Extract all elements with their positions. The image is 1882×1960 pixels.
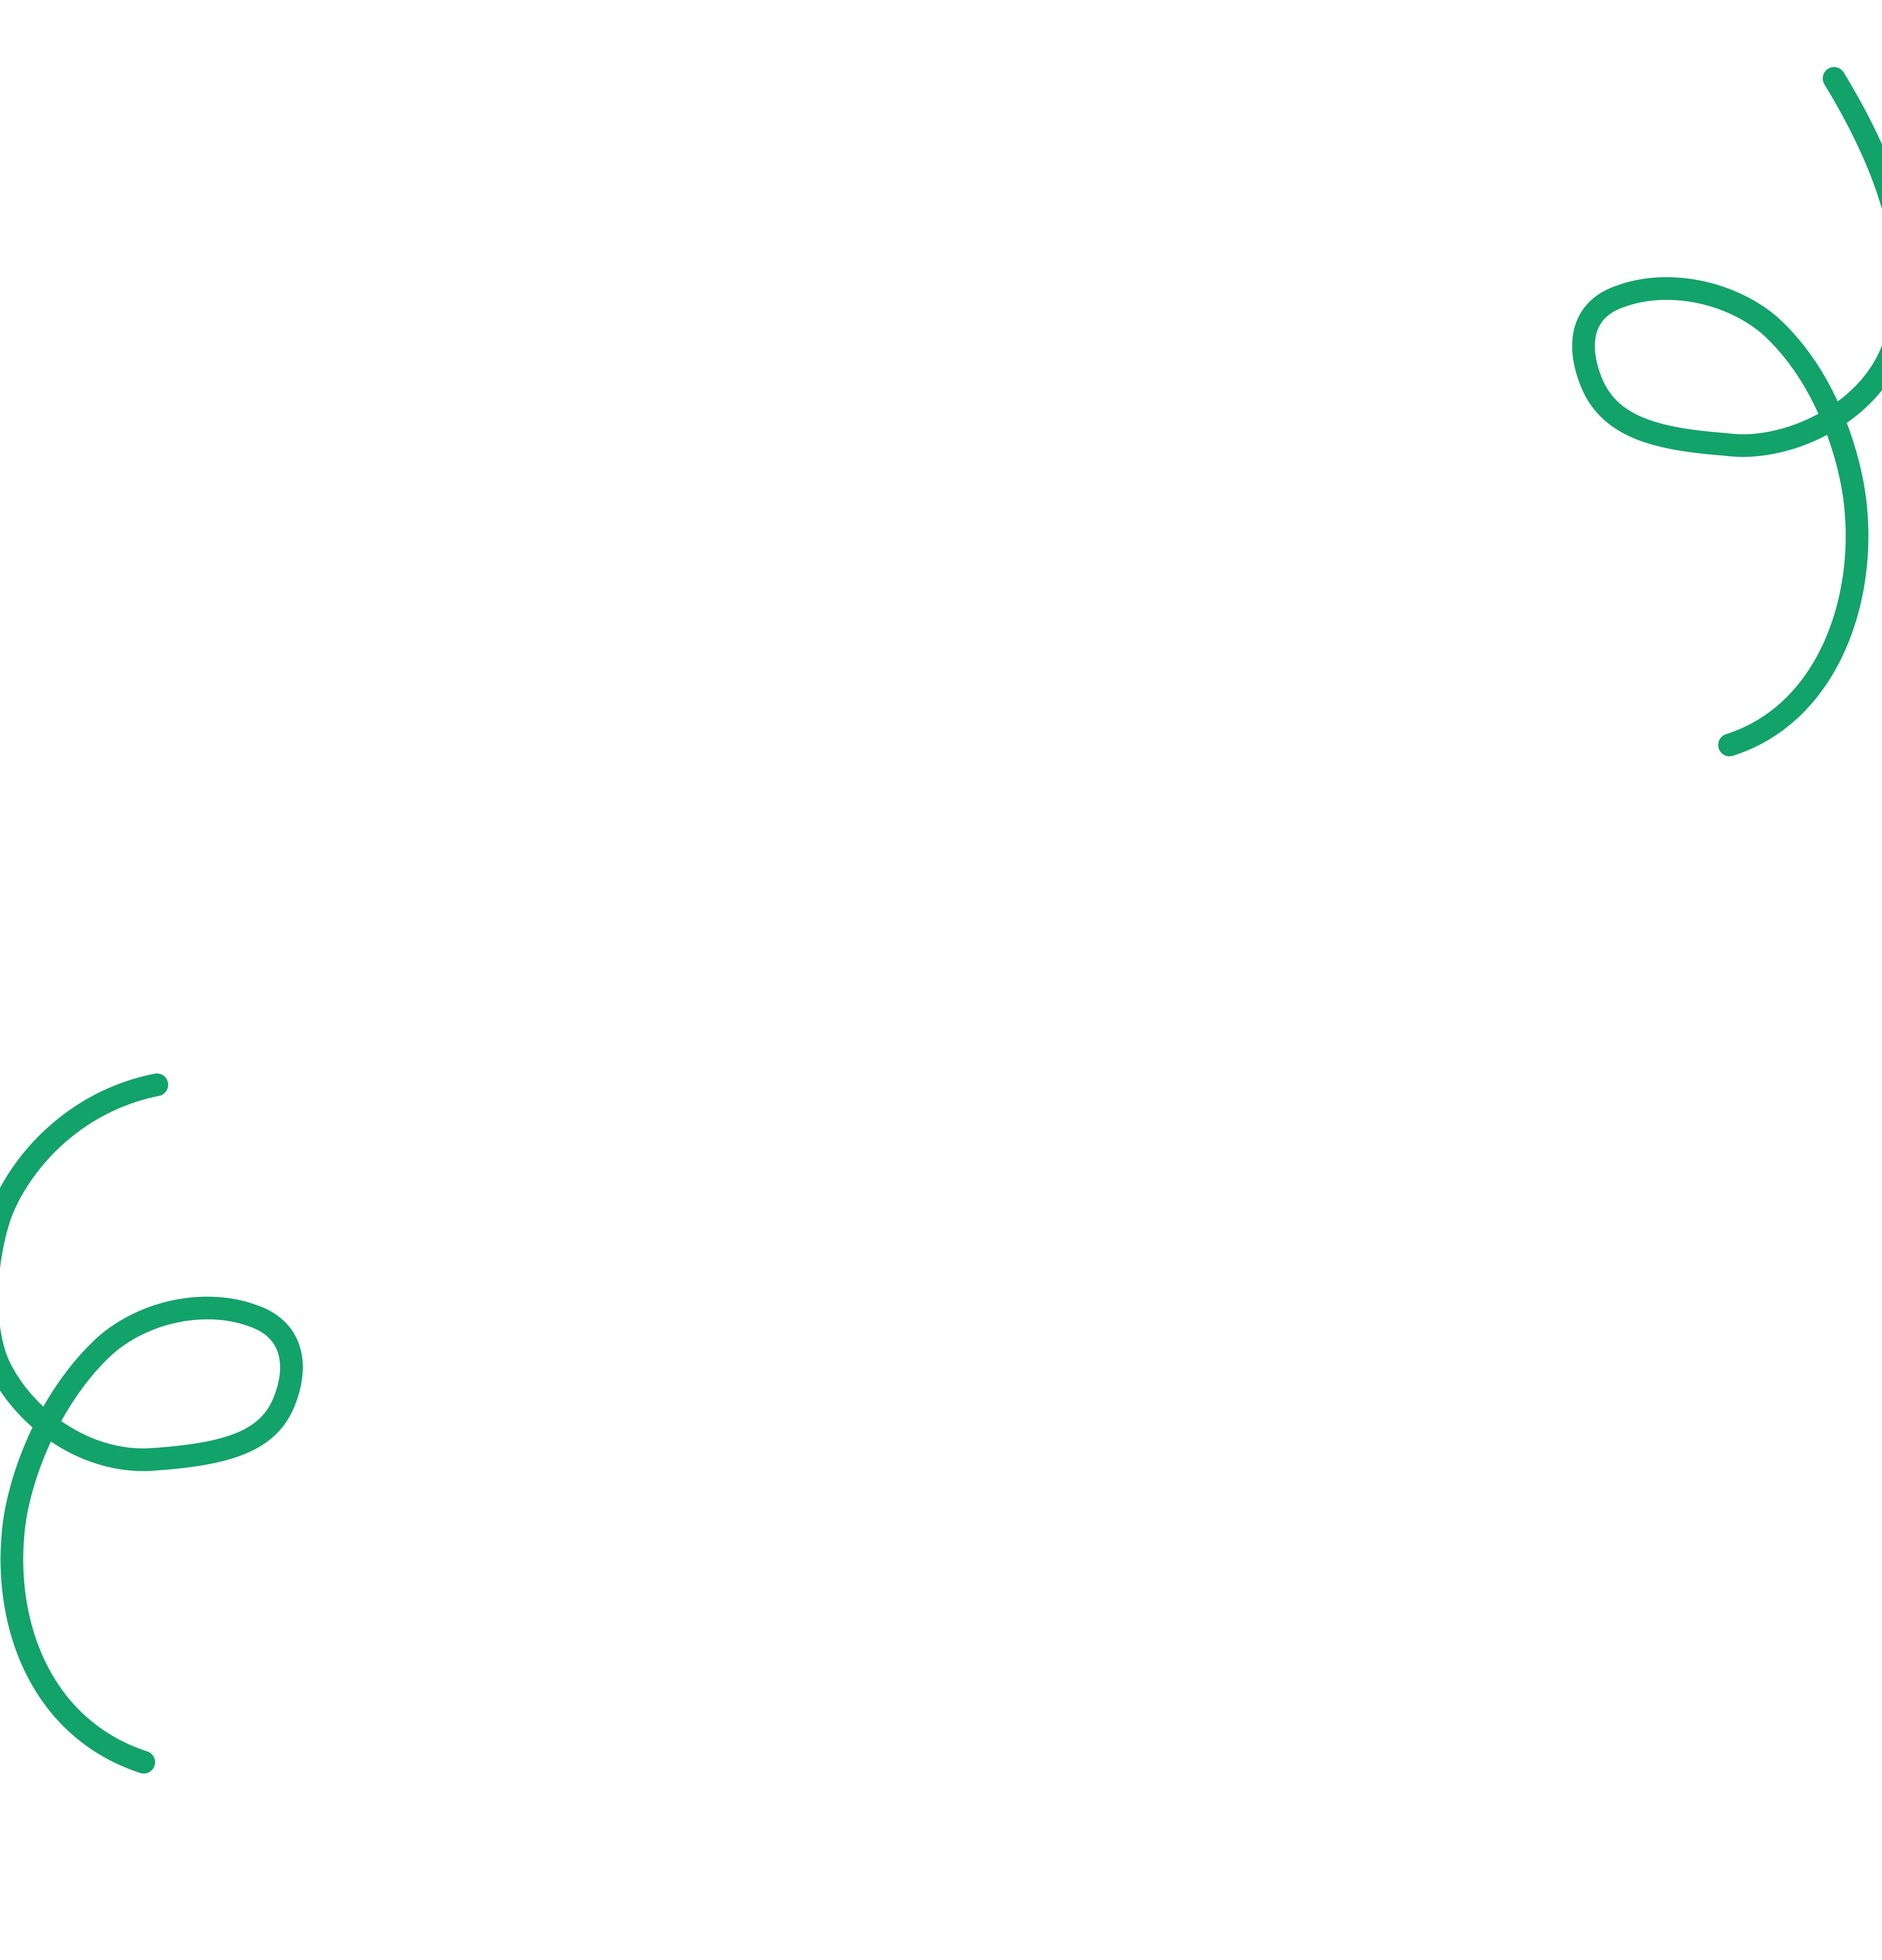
squiggle-bottom-left-icon xyxy=(0,1073,303,1774)
squiggle-top-right-icon xyxy=(1572,67,1882,756)
